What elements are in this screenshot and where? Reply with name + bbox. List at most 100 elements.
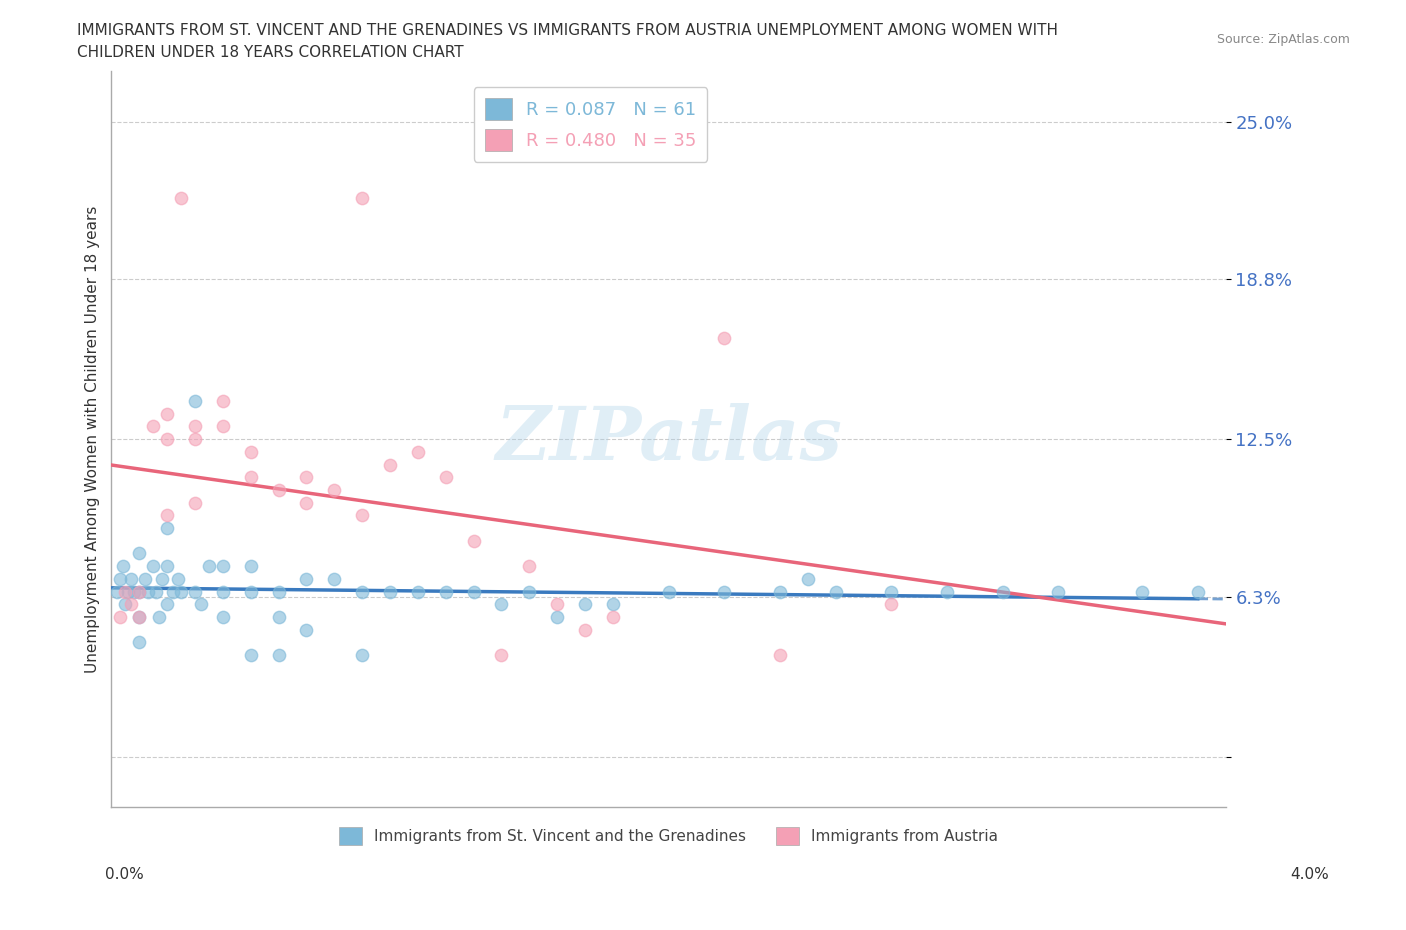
Point [156, 521, 179, 536]
Point [378, 584, 401, 599]
Point [148, 609, 170, 624]
Point [295, 470, 318, 485]
Point [323, 571, 346, 586]
Point [142, 419, 165, 434]
Point [184, 393, 207, 408]
Text: ZIPatlas: ZIPatlas [495, 403, 842, 475]
Point [120, 571, 142, 586]
Point [239, 647, 262, 662]
Legend: Immigrants from St. Vincent and the Grenadines, Immigrants from Austria: Immigrants from St. Vincent and the Gren… [332, 820, 1004, 851]
Point [136, 584, 159, 599]
Point [122, 584, 145, 599]
Point [128, 584, 150, 599]
Text: Source: ZipAtlas.com: Source: ZipAtlas.com [1216, 33, 1350, 46]
Point [713, 584, 735, 599]
Point [463, 533, 485, 548]
Point [156, 432, 179, 446]
Point [352, 508, 374, 523]
Point [239, 470, 262, 485]
Point [108, 609, 131, 624]
Point [517, 559, 540, 574]
Point [156, 406, 179, 421]
Point [162, 584, 184, 599]
Point [295, 495, 318, 510]
Point [142, 559, 165, 574]
Point [184, 419, 207, 434]
Point [1130, 584, 1153, 599]
Point [128, 609, 150, 624]
Point [211, 584, 233, 599]
Point [574, 622, 596, 637]
Point [211, 609, 233, 624]
Point [128, 584, 150, 599]
Point [267, 609, 290, 624]
Point [991, 584, 1014, 599]
Point [295, 622, 318, 637]
Point [713, 330, 735, 345]
Point [517, 584, 540, 599]
Point [463, 584, 485, 599]
Point [156, 597, 179, 612]
Point [198, 559, 221, 574]
Point [797, 571, 820, 586]
Point [406, 445, 429, 459]
Point [211, 419, 233, 434]
Point [156, 559, 179, 574]
Point [128, 635, 150, 650]
Point [211, 559, 233, 574]
Point [323, 483, 346, 498]
Point [170, 584, 193, 599]
Point [574, 597, 596, 612]
Point [657, 584, 679, 599]
Y-axis label: Unemployment Among Women with Children Under 18 years: Unemployment Among Women with Children U… [86, 206, 100, 672]
Point [880, 584, 903, 599]
Point [1187, 584, 1209, 599]
Point [491, 647, 513, 662]
Text: 4.0%: 4.0% [1289, 867, 1329, 882]
Point [239, 445, 262, 459]
Point [239, 559, 262, 574]
Point [352, 584, 374, 599]
Point [239, 584, 262, 599]
Point [546, 597, 568, 612]
Point [128, 609, 150, 624]
Point [352, 191, 374, 206]
Point [880, 597, 903, 612]
Text: IMMIGRANTS FROM ST. VINCENT AND THE GRENADINES VS IMMIGRANTS FROM AUSTRIA UNEMPL: IMMIGRANTS FROM ST. VINCENT AND THE GREN… [77, 23, 1059, 38]
Point [184, 495, 207, 510]
Point [602, 597, 624, 612]
Point [936, 584, 959, 599]
Point [824, 584, 846, 599]
Point [184, 584, 207, 599]
Point [211, 393, 233, 408]
Point [145, 584, 167, 599]
Point [170, 191, 193, 206]
Point [295, 571, 318, 586]
Point [120, 597, 142, 612]
Point [602, 609, 624, 624]
Point [190, 597, 212, 612]
Point [156, 508, 179, 523]
Point [769, 647, 792, 662]
Point [184, 432, 207, 446]
Point [1047, 584, 1070, 599]
Point [267, 584, 290, 599]
Text: CHILDREN UNDER 18 YEARS CORRELATION CHART: CHILDREN UNDER 18 YEARS CORRELATION CHAR… [77, 45, 464, 60]
Point [150, 571, 173, 586]
Point [128, 546, 150, 561]
Point [114, 584, 136, 599]
Point [434, 470, 457, 485]
Point [491, 597, 513, 612]
Point [378, 457, 401, 472]
Point [167, 571, 190, 586]
Point [108, 571, 131, 586]
Point [117, 584, 139, 599]
Point [434, 584, 457, 599]
Text: 0.0%: 0.0% [105, 867, 145, 882]
Point [134, 571, 156, 586]
Point [769, 584, 792, 599]
Point [406, 584, 429, 599]
Point [267, 483, 290, 498]
Point [546, 609, 568, 624]
Point [114, 597, 136, 612]
